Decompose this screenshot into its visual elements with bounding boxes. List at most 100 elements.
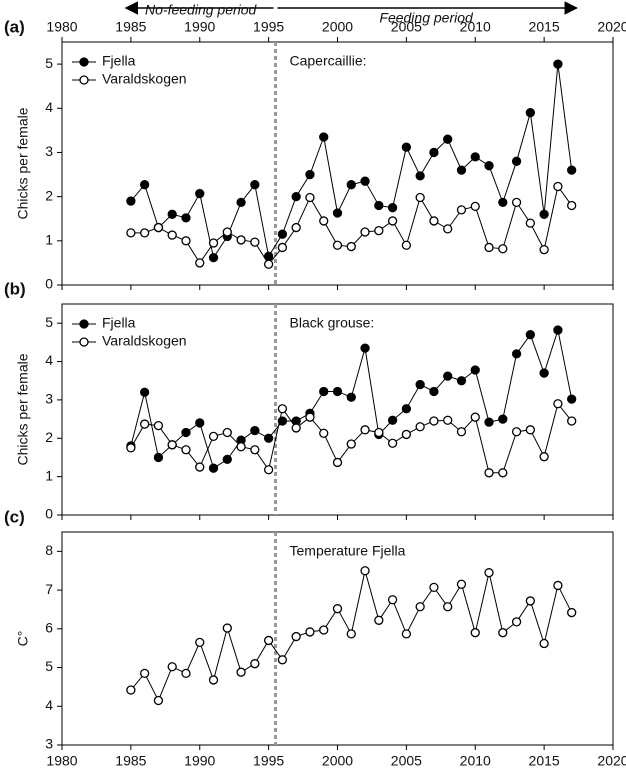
legend-marker <box>79 337 89 347</box>
legend-label: Fjella <box>102 315 136 331</box>
data-point <box>511 197 522 208</box>
data-point <box>277 242 288 253</box>
data-point <box>484 242 494 253</box>
data-point <box>181 445 191 455</box>
data-point <box>332 604 343 614</box>
y-tick-label: 0 <box>45 506 53 522</box>
x-tick-label: 2015 <box>529 19 560 35</box>
x-tick-label: 2000 <box>322 19 353 35</box>
data-point <box>263 465 274 475</box>
data-point <box>498 628 508 638</box>
data-point <box>374 427 384 438</box>
data-point <box>401 404 412 414</box>
data-point <box>291 222 301 233</box>
data-point <box>484 417 494 427</box>
data-point <box>511 349 522 359</box>
data-point <box>484 568 494 578</box>
data-point <box>429 386 439 397</box>
data-point <box>139 668 150 679</box>
y-axis-label: Chicks per female <box>15 107 31 219</box>
data-point <box>181 236 191 246</box>
data-point <box>470 412 480 422</box>
x-tick-label: 1990 <box>184 19 215 35</box>
data-point <box>429 582 439 593</box>
x-tick-label: 1995 <box>253 19 284 35</box>
y-axis-label: C° <box>15 631 31 647</box>
data-point <box>139 228 150 238</box>
data-point <box>525 108 535 118</box>
series-line <box>130 402 573 474</box>
data-point <box>291 191 301 202</box>
data-point <box>305 169 315 180</box>
x-tick-label: 2010 <box>460 753 491 769</box>
data-point <box>346 241 356 252</box>
data-point <box>429 147 439 158</box>
data-point <box>208 675 219 685</box>
data-point <box>236 667 246 677</box>
data-point <box>222 227 232 237</box>
data-point <box>139 419 150 429</box>
data-point <box>470 152 480 162</box>
data-point <box>222 454 232 465</box>
data-point <box>443 371 453 381</box>
y-tick-label: 3 <box>45 736 53 752</box>
data-point <box>263 635 274 646</box>
data-point <box>374 615 384 625</box>
data-point <box>319 216 329 226</box>
data-point <box>319 386 329 397</box>
data-point <box>181 668 191 679</box>
data-point <box>263 259 274 269</box>
x-tick-label: 2005 <box>391 19 422 35</box>
data-point <box>250 445 260 455</box>
data-point <box>456 205 467 215</box>
data-point <box>415 422 425 432</box>
data-point <box>126 443 136 453</box>
y-tick-label: 5 <box>45 314 53 330</box>
data-point <box>553 580 563 591</box>
data-point <box>126 196 136 206</box>
data-point <box>567 416 577 426</box>
period-label: Feeding period <box>379 10 474 26</box>
data-point <box>456 427 467 437</box>
data-point <box>360 425 370 435</box>
y-tick-label: 2 <box>45 187 53 203</box>
data-point <box>181 427 191 438</box>
data-point <box>443 415 453 425</box>
data-point <box>567 607 577 618</box>
data-point <box>208 431 219 442</box>
data-point <box>553 181 563 192</box>
data-point <box>167 440 177 450</box>
data-point <box>498 244 508 254</box>
data-point <box>153 420 164 431</box>
x-tick-label: 2020 <box>597 753 626 769</box>
data-point <box>236 442 246 452</box>
data-point <box>195 188 205 199</box>
data-point <box>525 425 535 435</box>
data-point <box>167 230 177 240</box>
legend-marker <box>79 319 89 329</box>
data-point <box>332 240 343 250</box>
x-tick-label: 1985 <box>115 19 146 35</box>
data-point <box>401 629 412 639</box>
series-line <box>130 64 573 259</box>
data-point <box>250 659 260 669</box>
legend-label: Varaldskogen <box>102 71 187 87</box>
data-point <box>470 628 480 638</box>
data-point <box>553 399 563 409</box>
x-tick-label: 1980 <box>46 19 77 35</box>
data-point <box>360 566 370 576</box>
data-point <box>319 132 329 142</box>
data-point <box>525 596 535 606</box>
data-point <box>470 365 480 375</box>
data-point <box>153 695 164 706</box>
data-point <box>360 176 370 186</box>
data-point <box>553 325 563 335</box>
y-tick-label: 1 <box>45 467 53 483</box>
data-point <box>567 165 577 175</box>
data-point <box>539 638 549 649</box>
x-tick-label: 2000 <box>322 753 353 769</box>
y-tick-label: 7 <box>45 581 53 597</box>
data-point <box>250 237 260 247</box>
data-point <box>387 438 398 448</box>
